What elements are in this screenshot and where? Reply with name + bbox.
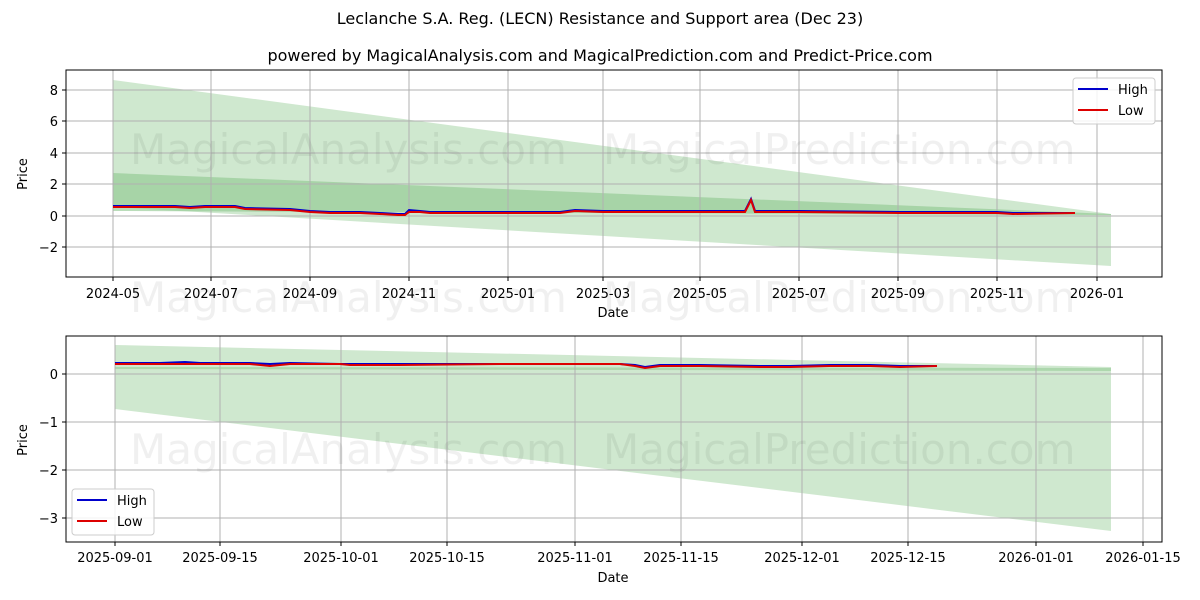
legend-high-label: High [1118,83,1148,98]
top-x-axis-label: Date [597,306,628,321]
svg-text:2024-05: 2024-05 [86,287,140,302]
bottom-y-ticks: 0 −1 −2 −3 [39,368,58,527]
svg-text:2025-10-15: 2025-10-15 [409,551,485,566]
svg-text:2025-10-01: 2025-10-01 [303,551,379,566]
svg-text:2026-01: 2026-01 [1070,287,1124,302]
top-axes-frame [65,69,1163,278]
top-outer-band [113,80,1111,266]
svg-text:−2: −2 [39,241,58,256]
watermark-prediction: MagicalPrediction.com [603,125,1076,174]
svg-text:2025-12-15: 2025-12-15 [870,551,946,566]
svg-text:−1: −1 [39,416,58,431]
svg-text:2: 2 [50,178,58,193]
svg-text:2025-12-01: 2025-12-01 [764,551,840,566]
svg-text:2026-01-15: 2026-01-15 [1105,551,1181,566]
bottom-tick-marks [62,373,1144,546]
svg-text:2025-01: 2025-01 [481,287,535,302]
top-low-line [113,197,1076,216]
legend-high-label-2: High [117,494,147,509]
bottom-low-line [115,363,938,370]
watermark-prediction-2: MagicalPrediction.com [603,273,1076,322]
svg-text:8: 8 [50,84,58,99]
svg-text:0: 0 [50,210,58,225]
svg-text:−3: −3 [39,512,58,527]
svg-text:2025-07: 2025-07 [772,287,826,302]
bottom-x-ticks: 2025-09-01 2025-09-15 2025-10-01 2025-10… [77,551,1181,566]
legend-low-label: Low [1118,104,1144,119]
svg-text:2025-05: 2025-05 [673,287,727,302]
svg-text:2026-01-01: 2026-01-01 [998,551,1074,566]
svg-text:2024-11: 2024-11 [382,287,436,302]
bottom-chart: MagicalAnalysis.com MagicalPrediction.co… [16,335,1181,586]
top-chart: MagicalAnalysis.com MagicalPrediction.co… [16,69,1163,322]
bottom-outer-band [115,345,1111,531]
top-y-ticks: 8 6 4 2 0 −2 [39,84,58,256]
svg-text:2025-11-01: 2025-11-01 [537,551,613,566]
svg-text:2024-09: 2024-09 [283,287,337,302]
bottom-y-axis-label: Price [16,424,31,456]
svg-text:2025-09-01: 2025-09-01 [77,551,153,566]
svg-text:2025-11: 2025-11 [970,287,1024,302]
watermark-analysis-3: MagicalAnalysis.com [130,425,567,474]
top-y-axis-label: Price [16,158,31,190]
svg-text:−2: −2 [39,464,58,479]
chart-subtitle: powered by MagicalAnalysis.com and Magic… [267,46,933,65]
svg-text:2025-03: 2025-03 [576,287,630,302]
bottom-inner-band [115,367,1111,371]
svg-text:2025-11-15: 2025-11-15 [643,551,719,566]
bottom-legend: High Low [71,488,155,536]
bottom-x-axis-label: Date [597,571,628,586]
watermark-analysis-2: MagicalAnalysis.com [130,273,567,322]
top-tick-marks [62,89,1098,281]
bottom-axes-frame [65,335,1163,543]
bottom-grid [66,336,1162,542]
svg-text:0: 0 [50,368,58,383]
chart-title: Leclanche S.A. Reg. (LECN) Resistance an… [336,9,864,28]
svg-text:6: 6 [50,115,58,130]
top-x-ticks: 2024-05 2024-07 2024-09 2024-11 2025-01 … [86,287,1124,302]
top-grid [66,70,1162,277]
svg-text:2024-07: 2024-07 [184,287,238,302]
svg-text:2025-09-15: 2025-09-15 [182,551,258,566]
top-legend: High Low [1072,77,1156,125]
legend-low-label-2: Low [117,515,143,530]
svg-text:2025-09: 2025-09 [871,287,925,302]
svg-text:4: 4 [50,147,58,162]
watermark-analysis: MagicalAnalysis.com [130,125,567,174]
watermark-prediction-3: MagicalPrediction.com [603,425,1076,474]
